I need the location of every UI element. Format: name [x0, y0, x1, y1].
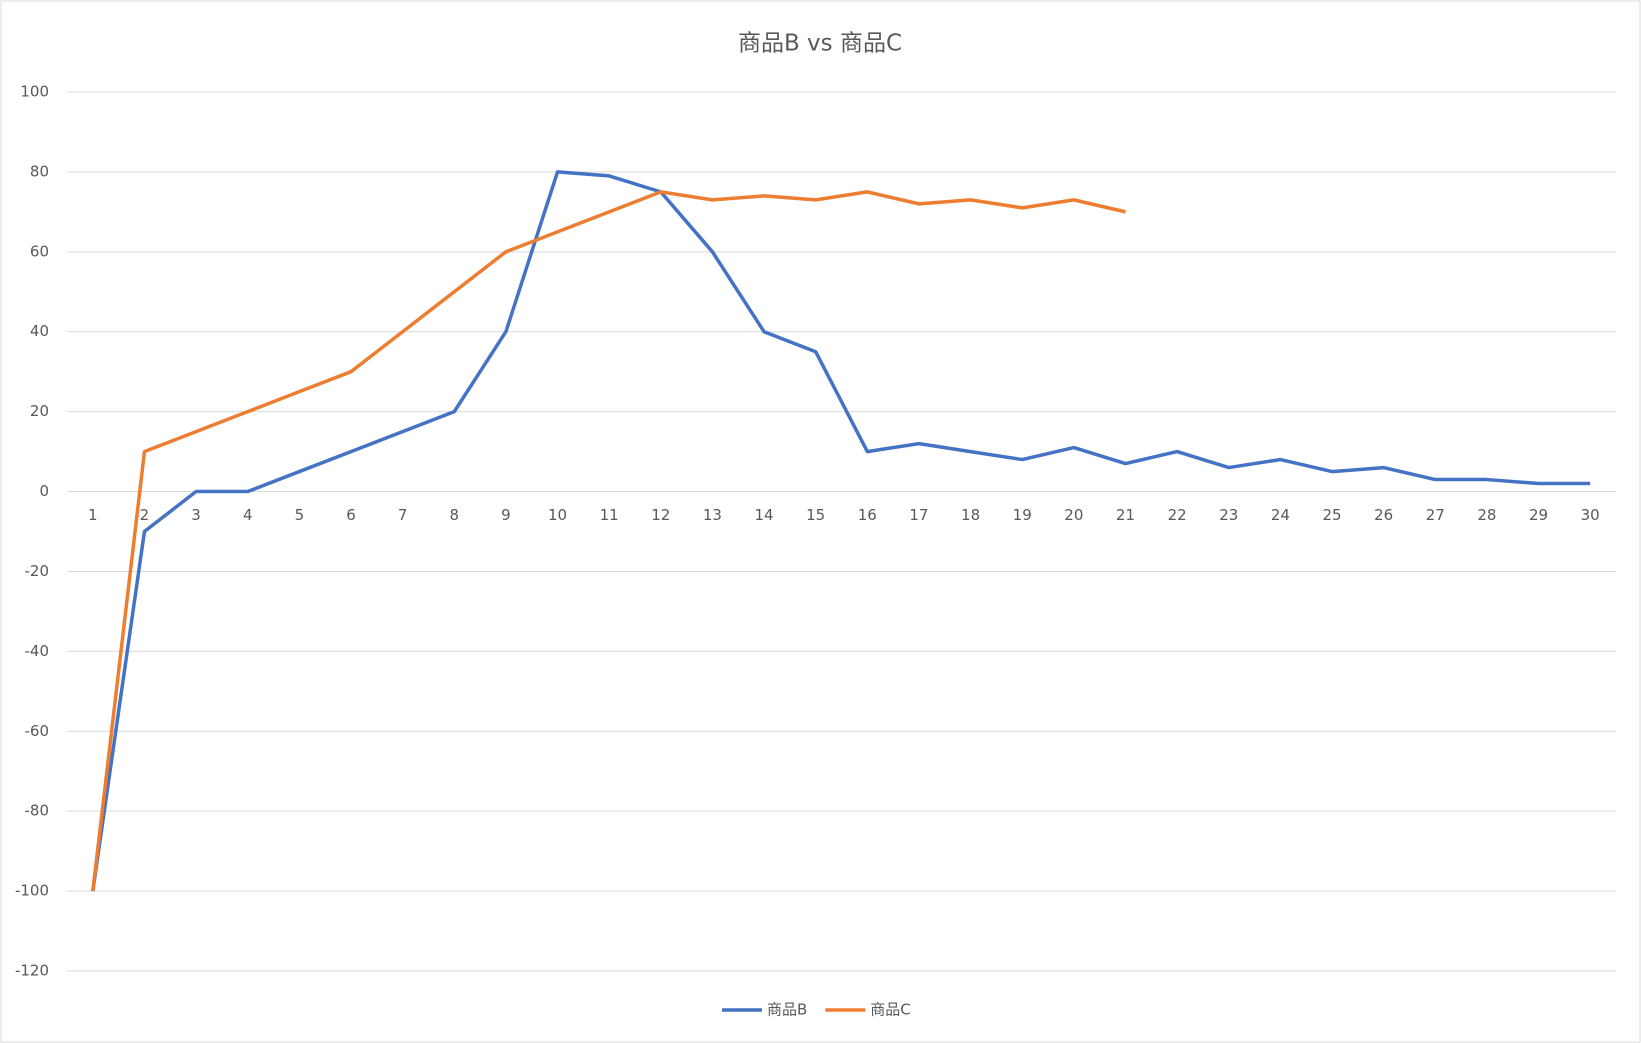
- x-tick-label: 30: [1581, 506, 1600, 524]
- x-tick-label: 29: [1529, 506, 1548, 524]
- y-tick-label: 80: [30, 162, 49, 180]
- x-tick-label: 16: [858, 506, 877, 524]
- series-line: [91, 190, 1126, 892]
- legend-label: 商品B: [767, 1001, 807, 1019]
- y-tick-label: 40: [30, 322, 49, 340]
- y-tick-label: -120: [15, 962, 49, 980]
- x-tick-label: 26: [1374, 506, 1393, 524]
- y-tick-label: -80: [25, 802, 50, 820]
- y-tick-label: 0: [39, 482, 49, 500]
- x-tick-label: 24: [1271, 506, 1290, 524]
- legend-label: 商品C: [870, 1001, 910, 1019]
- y-tick-label: -60: [25, 722, 50, 740]
- x-tick-label: 11: [600, 506, 619, 524]
- x-tick-label: 5: [295, 506, 305, 524]
- x-tick-label: 23: [1219, 506, 1238, 524]
- x-tick-label: 19: [1013, 506, 1032, 524]
- x-tick-label: 6: [346, 506, 356, 524]
- x-tick-label: 12: [651, 506, 670, 524]
- x-tick-label: 17: [909, 506, 928, 524]
- y-tick-label: 60: [30, 242, 49, 260]
- x-tick-label: 1: [88, 506, 98, 524]
- x-tick-label: 10: [548, 506, 567, 524]
- x-tick-label: 7: [398, 506, 408, 524]
- y-tick-label: -40: [25, 642, 50, 660]
- x-tick-label: 9: [501, 506, 511, 524]
- x-tick-label: 3: [191, 506, 201, 524]
- y-tick-label: -20: [25, 562, 50, 580]
- x-tick-label: 21: [1116, 506, 1135, 524]
- x-tick-label: 27: [1426, 506, 1445, 524]
- chart-title: 商品B vs 商品C: [738, 31, 902, 57]
- x-tick-label: 4: [243, 506, 253, 524]
- x-tick-label: 20: [1064, 506, 1083, 524]
- y-tick-label: -100: [15, 882, 49, 900]
- x-tick-label: 28: [1477, 506, 1496, 524]
- x-tick-label: 18: [961, 506, 980, 524]
- x-tick-label: 2: [140, 506, 150, 524]
- x-tick-label: 25: [1322, 506, 1341, 524]
- series-line: [91, 170, 1591, 892]
- y-tick-label: 20: [30, 402, 49, 420]
- x-tick-label: 15: [806, 506, 825, 524]
- x-tick-label: 14: [755, 506, 774, 524]
- x-tick-label: 22: [1168, 506, 1187, 524]
- y-tick-label: 100: [20, 83, 49, 101]
- x-tick-label: 13: [703, 506, 722, 524]
- x-tick-label: 8: [449, 506, 459, 524]
